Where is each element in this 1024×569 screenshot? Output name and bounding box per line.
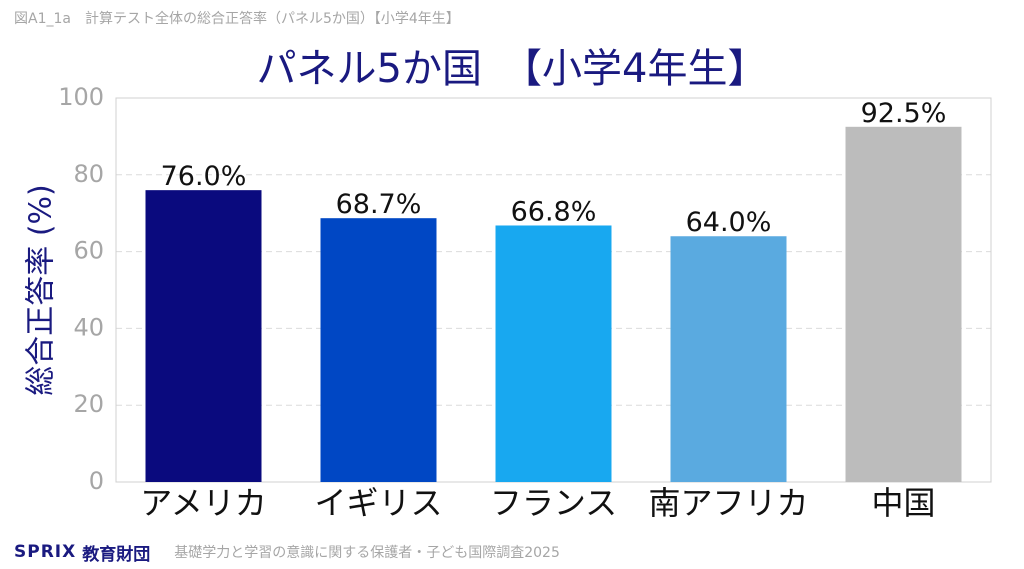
chart-title: パネル5か国 【小学4年生】 [256, 46, 768, 92]
bar-value-label: 92.5% [861, 98, 947, 129]
bars [145, 126, 962, 483]
y-tick-label: 20 [73, 390, 104, 418]
y-tick-label: 40 [73, 313, 104, 341]
y-tick-label: 100 [58, 83, 104, 111]
x-tick-label: 南アフリカ [648, 484, 808, 522]
y-axis-label: 総合正答率 (%) [24, 184, 59, 395]
bar [670, 236, 787, 482]
x-tick-label: アメリカ [140, 484, 266, 522]
footer: SPRIX 教育財団 基礎学力と学習の意識に関する保護者・子ども国際調査2025 [14, 540, 560, 565]
bar-value-label: 64.0% [686, 207, 772, 238]
bar [145, 190, 262, 482]
y-tick-label: 0 [89, 467, 104, 495]
figure-caption: 図A1_1a 計算テスト全体の総合正答率（パネル5か国）【小学4年生】 [14, 11, 460, 27]
x-tick-labels: アメリカ イギリス フランス 南アフリカ 中国 [140, 484, 935, 522]
bar-value-label: 76.0% [161, 161, 247, 192]
y-tick-labels: 0 20 40 60 80 100 [58, 83, 104, 495]
brand-org: 教育財団 [82, 544, 151, 565]
gridlines [116, 174, 991, 406]
source-note: 基礎学力と学習の意識に関する保護者・子ども国際調査2025 [174, 545, 560, 561]
brand-logo: SPRIX [14, 542, 77, 562]
x-tick-label: フランス [490, 484, 617, 522]
bar-value-label: 68.7% [336, 189, 422, 220]
y-tick-label: 60 [73, 237, 104, 265]
bar [320, 218, 437, 482]
bar-value-label: 66.8% [511, 196, 597, 227]
bar-value-labels: 76.0% 68.7% 66.8% 64.0% 92.5% [161, 98, 947, 238]
bar [845, 126, 962, 483]
bar [495, 225, 612, 482]
y-tick-label: 80 [73, 160, 104, 188]
x-tick-label: 中国 [871, 484, 935, 522]
x-tick-label: イギリス [314, 484, 442, 522]
